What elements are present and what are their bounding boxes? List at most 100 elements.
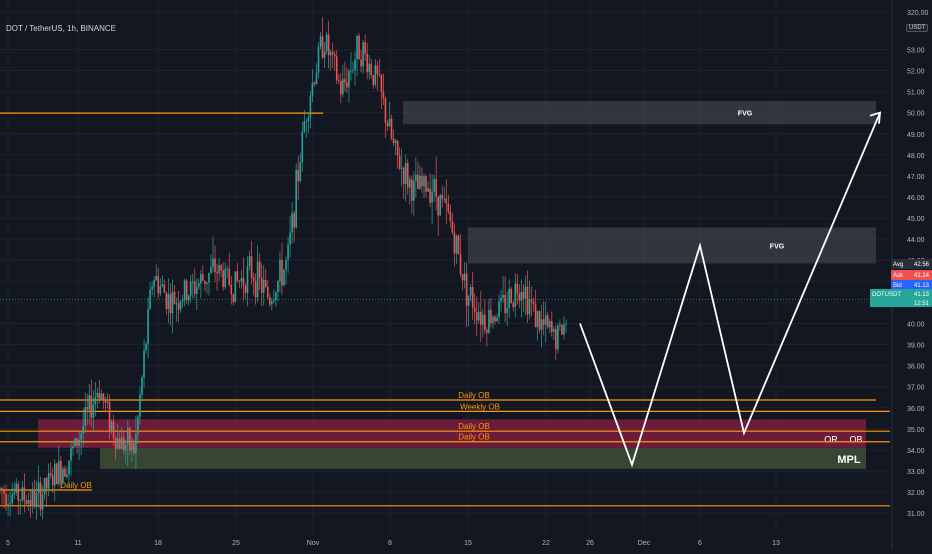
candle-body [469,287,472,296]
candle-body [181,300,184,302]
candle-body [530,299,533,302]
level-label: Daily OB [458,391,490,400]
candle-body [492,316,494,324]
candle-body [242,277,245,286]
candle-body [5,494,7,507]
candle-body [155,275,158,281]
candle-body [342,79,344,95]
candle-body [488,309,490,333]
candle-body [240,277,243,282]
candle-body [445,198,448,204]
y-tick-label: 44.00 [907,237,925,244]
level-layer: Daily OB Weekly OB Daily OB Daily OB Daily O… [0,112,890,507]
candle-body [439,195,442,216]
y-tick-label: 49.00 [907,132,925,139]
time-axis[interactable]: 5 11 18 25 Nov 8 15 22 26 Dec 6 13 [6,540,780,547]
price-tag [891,259,932,269]
candle-body [287,244,289,261]
candle-body [187,295,190,301]
candle-body [484,314,486,330]
candle-body [191,281,194,283]
candle-body [183,280,186,301]
candle-body [7,504,9,507]
candle-body [494,316,496,322]
projection-layer [579,111,882,468]
price-tag-label: Avg [893,262,903,268]
candle-body [380,75,383,92]
candle-body [51,475,54,486]
candle-body [139,394,141,417]
candle-body [177,303,180,310]
candle-body [413,180,415,201]
candle-body [189,281,192,296]
candle-body [80,433,82,440]
candle-body [490,309,492,324]
y-tick-label: 51.00 [907,90,925,97]
candle-body [82,425,84,434]
x-tick-label: 22 [542,540,550,547]
candle-body [471,287,474,308]
candle-body [378,74,381,76]
candle-body [169,293,172,314]
candle-body [23,487,26,501]
price-tag [870,289,932,307]
candle-body [408,179,411,188]
price-axis[interactable]: 31.00 32.00 33.00 34.00 35.00 36.00 37.00 38.00… [891,0,929,550]
candle-body [108,401,111,431]
candle-body [536,311,539,328]
candle-body [252,277,255,281]
candle-body [161,284,164,286]
candle-body [528,299,531,315]
candle-body [120,437,123,449]
candle-body [307,117,310,122]
candle-body [404,162,407,185]
candle-body [283,269,285,286]
candle-body [244,285,247,293]
candle-body [198,283,200,288]
candle-body [281,259,283,286]
candle-body [386,122,389,127]
candle-body [534,304,537,328]
candle-body [250,256,253,278]
zone-label: MPL [837,454,861,466]
candle-body [548,321,551,328]
candle-body [39,482,42,510]
price-tag [891,280,932,290]
candle-body [258,261,261,278]
candle-body [340,80,342,95]
zone-layer: FVG FVG MPL OR OB [38,101,876,469]
candle-body [236,271,239,281]
currency-label[interactable]: USDT [906,24,929,32]
candle-body [423,176,425,187]
candle-body [544,315,547,325]
candle-body [151,286,153,290]
candle-body [331,51,334,55]
candle-body [502,295,504,298]
symbol-title[interactable]: DOT / TetherUS, 1h, BINANCE [6,24,116,33]
candle-body [45,477,48,489]
candle-body [19,499,22,501]
candle-body [271,300,273,305]
candle-body [518,293,521,301]
candle-body [234,271,237,303]
candle-body [167,293,170,310]
candle-body [411,179,413,201]
candle-body [202,274,204,281]
candle-body [323,51,326,58]
y-tick-label: 48.00 [907,153,925,160]
candle-body [457,235,460,254]
candle-body [13,492,16,495]
candle-body [256,261,259,298]
level-label: Daily OB [60,481,92,490]
candle-body [279,259,281,282]
candle-body [232,293,235,303]
y-tick-label: 45.00 [907,216,925,223]
candle-body [72,446,74,449]
candle-body [417,174,419,189]
candle-body [514,283,517,307]
candle-body [47,473,50,489]
candle-body [553,329,555,332]
zone-annotation: OR [824,435,838,445]
